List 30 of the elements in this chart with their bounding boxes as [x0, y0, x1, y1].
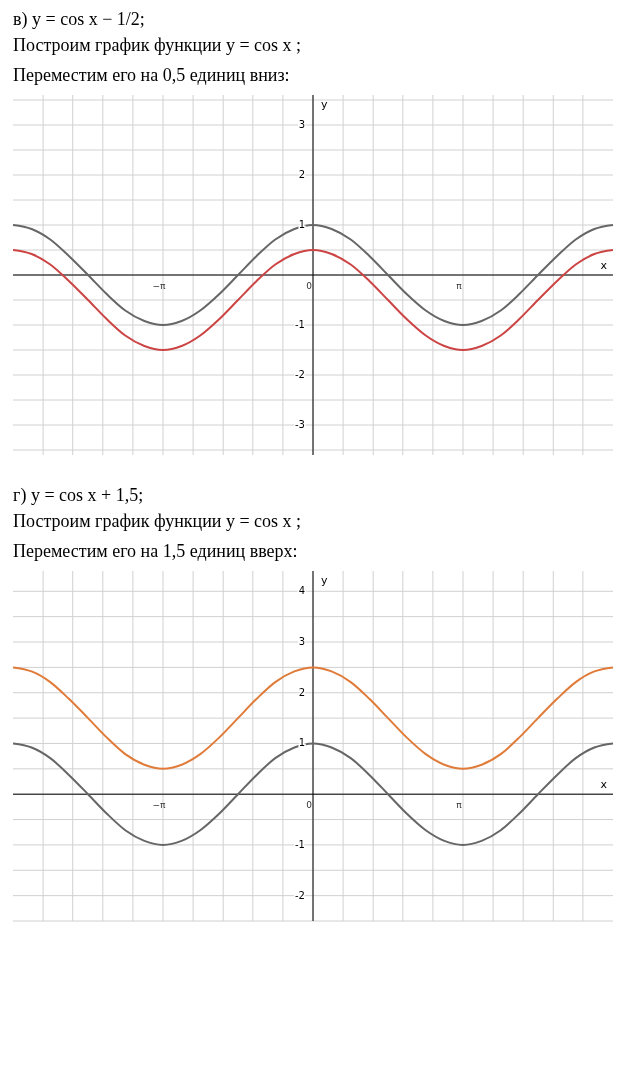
y-tick-label: -1 [295, 838, 305, 850]
y-tick-label: 2 [298, 686, 305, 698]
y-tick-label: 1 [298, 219, 305, 230]
y-tick-label: -3 [295, 419, 305, 430]
y-tick-label: -2 [295, 369, 305, 380]
chart-subtitle: Построим график функции y = cos x ; [13, 34, 302, 55]
text: Переместим его на 0,5 единиц вниз: [13, 64, 290, 85]
line-series [13, 249, 613, 351]
y-axis-title: y [321, 574, 328, 587]
x-tick-label: π [456, 800, 463, 811]
x-tick-label: −π [152, 281, 167, 291]
y-tick-label: 4 [298, 585, 305, 597]
y-tick-label: -2 [295, 889, 305, 901]
y-tick-label: 3 [298, 636, 305, 648]
x-axis-title: x [600, 259, 608, 272]
text: Переместим его на 1,5 единиц вверх: [13, 540, 298, 561]
y-tick-label: 3 [298, 119, 305, 130]
x-tick-label: 0 [306, 800, 313, 811]
y-axis-title: y [321, 98, 328, 111]
x-tick-label: 0 [306, 281, 313, 291]
line-series [13, 666, 613, 770]
x-tick-label: −π [152, 800, 167, 811]
x-tick-label: π [456, 281, 463, 291]
y-tick-label: -1 [295, 319, 305, 330]
y-tick-label: 1 [298, 737, 305, 749]
y-tick-label: 2 [298, 169, 305, 180]
chart-subtitle: Построим график функции y = cos x ; [13, 510, 302, 531]
chart-title: в) y = cos x − 1/2; [13, 8, 145, 30]
chart-title: г) y = cos x + 1,5; [13, 484, 144, 506]
x-axis-title: x [600, 778, 608, 792]
